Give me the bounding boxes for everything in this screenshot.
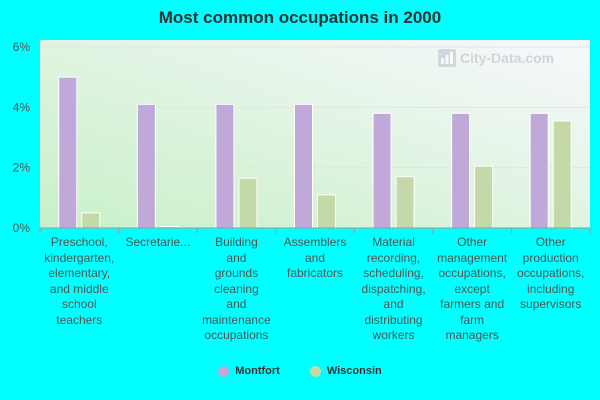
y-tick-label: 4% — [13, 100, 31, 114]
bar-montfort-3 — [294, 103, 313, 229]
plot-background — [40, 40, 590, 228]
bar-montfort-4 — [372, 112, 392, 229]
bar-wisconsin-0 — [81, 212, 101, 229]
y-tick-label: 6% — [13, 40, 31, 54]
x-category-label: Secretarie... — [125, 235, 191, 249]
bar-montfort-0 — [58, 76, 78, 229]
watermark-logo: City-Data.com — [438, 49, 554, 67]
bar-montfort-5 — [451, 112, 471, 229]
legend-label-montfort: Montfort — [235, 365, 280, 377]
x-category-label: Other management occupations, except far… — [437, 235, 508, 342]
x-category-label: Assemblers and fabricators — [283, 235, 347, 280]
y-tick-label: 0% — [13, 221, 31, 235]
legend-label-wisconsin: Wisconsin — [326, 365, 382, 377]
bar-montfort-1 — [136, 103, 156, 229]
bar-wisconsin-5 — [474, 165, 494, 229]
x-category-label: Material recording, scheduling, dispatch… — [361, 235, 426, 342]
bar-wisconsin-4 — [395, 176, 415, 229]
legend: Montfort Wisconsin — [0, 365, 600, 377]
legend-item-wisconsin: Wisconsin — [309, 365, 382, 377]
bar-wisconsin-6 — [552, 120, 572, 229]
x-category-label: Other production occupations, including … — [517, 235, 585, 311]
bar-wisconsin-2 — [238, 177, 258, 229]
x-category-label: Building and grounds cleaning and mainte… — [202, 235, 271, 342]
bar-wisconsin-3 — [317, 194, 336, 229]
city-data-logo-icon — [438, 49, 456, 67]
bar-montfort-6 — [529, 112, 549, 229]
legend-swatch-montfort — [218, 365, 230, 377]
x-category-label: Preschool, kindergarten, elementary, and… — [44, 235, 115, 327]
bar-montfort-2 — [215, 103, 235, 229]
legend-swatch-wisconsin — [309, 365, 321, 377]
watermark-text: City-Data.com — [460, 50, 554, 66]
y-tick-label: 2% — [13, 161, 31, 175]
legend-item-montfort: Montfort — [218, 365, 280, 377]
chart-title: Most common occupations in 2000 — [158, 8, 442, 27]
